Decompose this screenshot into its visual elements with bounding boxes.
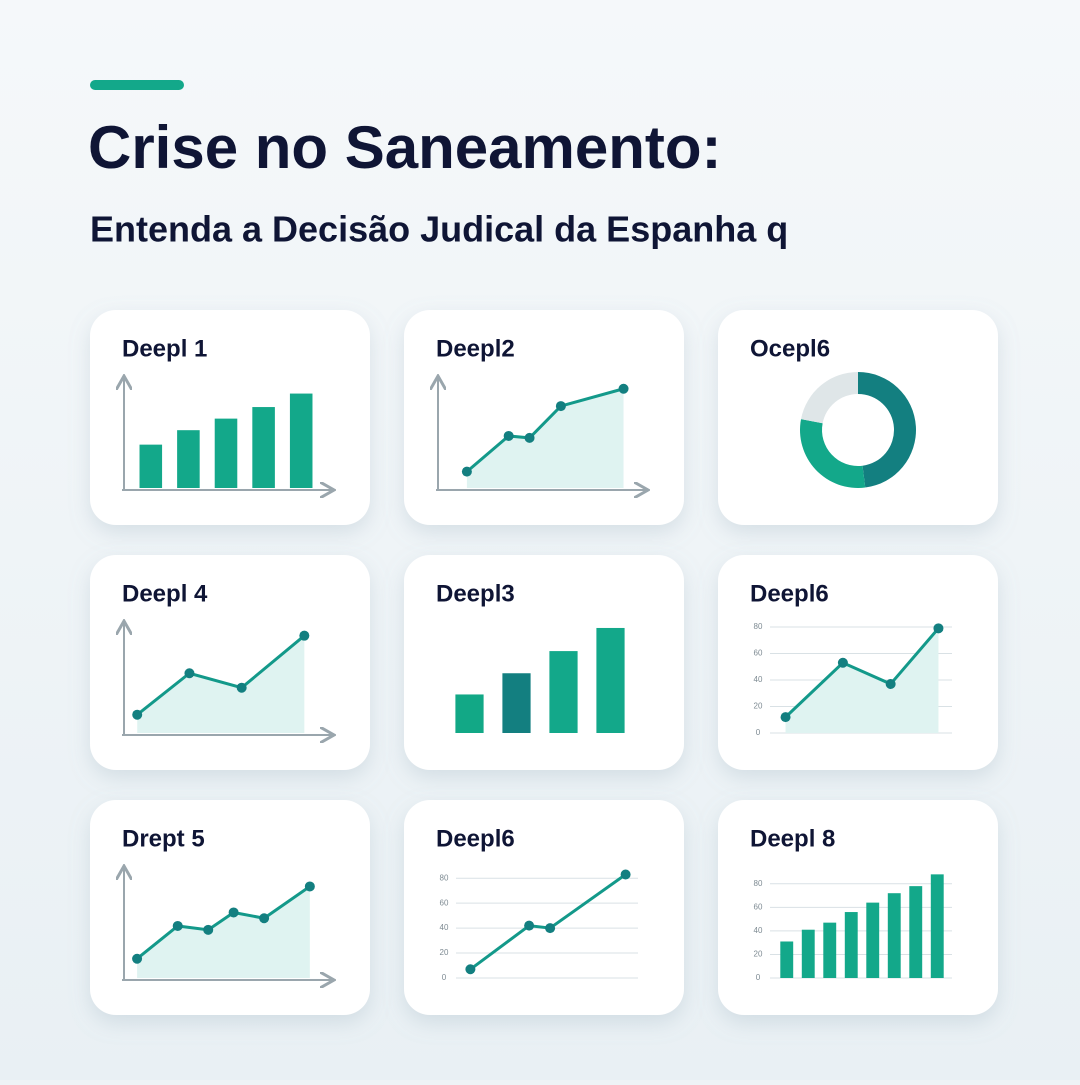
point xyxy=(236,682,247,693)
point xyxy=(933,623,944,634)
y-tick-label: 80 xyxy=(754,879,763,888)
card-title: Deepl 4 xyxy=(122,580,208,607)
area-fill xyxy=(137,635,305,733)
point xyxy=(503,430,514,441)
bar xyxy=(866,902,880,978)
card xyxy=(718,310,998,525)
area-fill xyxy=(785,628,939,733)
bar xyxy=(801,929,815,978)
point xyxy=(620,869,631,880)
y-tick-label: 40 xyxy=(440,923,449,932)
card-title: Deepl2 xyxy=(436,335,515,362)
line xyxy=(469,873,627,971)
bar xyxy=(549,651,578,733)
y-tick-label: 80 xyxy=(754,622,763,631)
y-tick-label: 60 xyxy=(754,902,763,911)
y-tick-label: 40 xyxy=(754,926,763,935)
bar xyxy=(909,886,923,978)
card-title: Deepl6 xyxy=(436,825,515,852)
bar xyxy=(139,444,163,488)
point xyxy=(545,923,556,934)
y-tick-label: 80 xyxy=(440,873,449,882)
y-tick-label: 0 xyxy=(756,973,761,982)
card-title: Deepl 8 xyxy=(750,825,835,852)
bar xyxy=(289,393,313,488)
accent-bar xyxy=(90,80,184,90)
bar xyxy=(596,627,625,733)
y-tick-label: 20 xyxy=(754,950,763,959)
bar xyxy=(823,922,837,978)
y-tick-label: 20 xyxy=(754,702,763,711)
bar xyxy=(502,673,531,733)
point xyxy=(524,432,535,443)
bar xyxy=(252,407,275,488)
point xyxy=(555,401,566,412)
point xyxy=(885,678,896,689)
point xyxy=(299,630,310,641)
bar xyxy=(930,874,944,978)
y-tick-label: 40 xyxy=(754,675,763,684)
card-title: Deepl6 xyxy=(750,580,829,607)
point xyxy=(203,924,214,935)
point xyxy=(837,657,848,668)
line xyxy=(784,627,940,719)
bar xyxy=(844,912,858,978)
y-tick-label: 60 xyxy=(440,898,449,907)
bar xyxy=(177,430,200,488)
point xyxy=(618,383,629,394)
bar xyxy=(214,418,238,488)
donut-slice xyxy=(799,419,866,489)
point xyxy=(259,913,270,924)
point xyxy=(465,964,476,975)
point xyxy=(172,920,183,931)
bar xyxy=(780,941,794,978)
point xyxy=(132,709,143,720)
donut-slice xyxy=(801,372,858,424)
donut-slice xyxy=(858,372,917,488)
card-title: Drept 5 xyxy=(122,825,205,852)
subtitle: Entenda a Decisão Judical da Espanha q xyxy=(90,209,788,250)
area-fill xyxy=(466,388,624,488)
line xyxy=(136,885,311,960)
y-tick-label: 0 xyxy=(756,728,761,737)
card-title: Ocepl6 xyxy=(750,335,830,362)
card-title: Deepl3 xyxy=(436,580,515,607)
area-fill xyxy=(137,886,310,978)
y-tick-label: 0 xyxy=(442,973,447,982)
point xyxy=(461,466,472,477)
bar xyxy=(887,893,901,978)
point xyxy=(184,668,195,679)
bar xyxy=(455,694,484,733)
card-title: Deepl 1 xyxy=(122,335,207,362)
y-tick-label: 60 xyxy=(754,649,763,658)
card xyxy=(404,800,684,1015)
line xyxy=(136,634,306,716)
point xyxy=(228,907,239,918)
y-tick-label: 20 xyxy=(440,948,449,957)
point xyxy=(780,712,791,723)
point xyxy=(304,881,315,892)
point xyxy=(524,920,535,931)
title: Crise no Saneamento: xyxy=(88,114,722,181)
point xyxy=(132,953,143,964)
